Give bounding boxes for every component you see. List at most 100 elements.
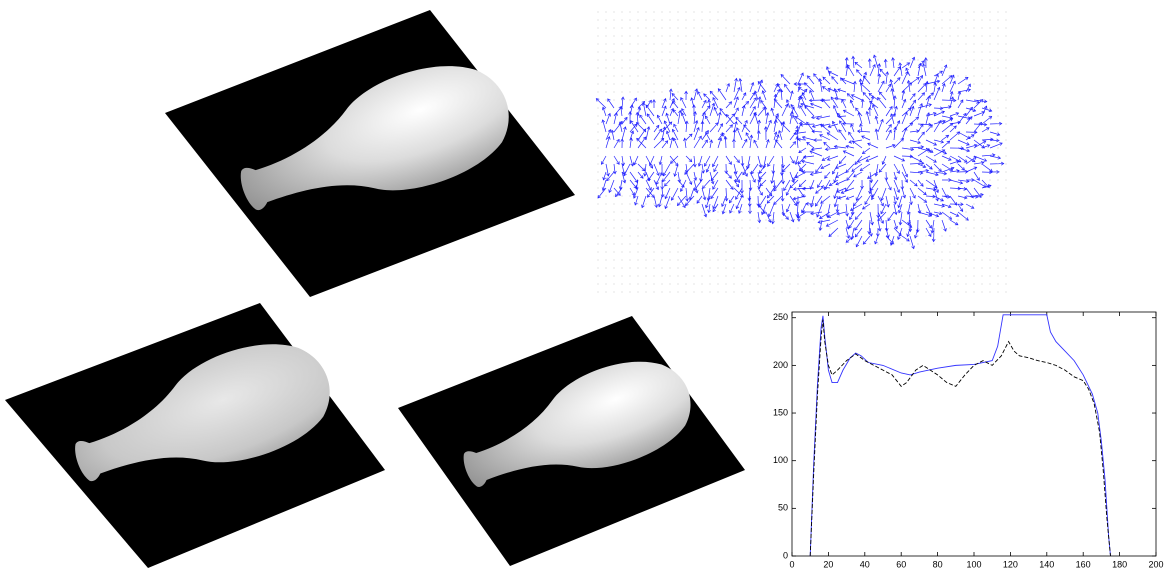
grid-dot — [622, 92, 623, 93]
grid-dot — [950, 260, 951, 261]
arrow — [918, 188, 926, 195]
grid-dot — [894, 12, 895, 13]
grid-dot — [622, 100, 623, 101]
grid-dot — [846, 236, 847, 237]
arrow — [751, 164, 758, 174]
grid-dot — [678, 212, 679, 213]
grid-dot — [1006, 204, 1007, 205]
grid-dot — [646, 212, 647, 213]
grid-dot — [926, 28, 927, 29]
grid-dot — [998, 116, 999, 117]
grid-dot — [982, 52, 983, 53]
grid-dot — [718, 292, 719, 293]
arrow — [758, 82, 766, 92]
grid-dot — [646, 220, 647, 221]
grid-dot — [998, 156, 999, 157]
grid-dot — [598, 260, 599, 261]
grid-dot — [990, 260, 991, 261]
grid-dot — [710, 28, 711, 29]
grid-dot — [862, 260, 863, 261]
grid-dot — [990, 236, 991, 237]
grid-dot — [790, 276, 791, 277]
grid-dot — [974, 244, 975, 245]
figure: 0501001502002500204060801001201401601802… — [0, 0, 1164, 571]
grid-dot — [662, 100, 663, 101]
grid-dot — [694, 212, 695, 213]
grid-dot — [790, 36, 791, 37]
grid-dot — [662, 244, 663, 245]
grid-dot — [998, 140, 999, 141]
grid-dot — [710, 220, 711, 221]
grid-dot — [790, 28, 791, 29]
grid-dot — [702, 292, 703, 293]
grid-dot — [598, 20, 599, 21]
grid-dot — [598, 164, 599, 165]
grid-dot — [990, 220, 991, 221]
grid-dot — [1006, 20, 1007, 21]
grid-dot — [718, 68, 719, 69]
grid-dot — [782, 52, 783, 53]
grid-dot — [750, 84, 751, 85]
grid-dot — [598, 140, 599, 141]
grid-dot — [750, 212, 751, 213]
grid-dot — [990, 196, 991, 197]
grid-dot — [726, 44, 727, 45]
arrow — [879, 164, 886, 172]
grid-dot — [982, 36, 983, 37]
grid-dot — [982, 236, 983, 237]
grid-dot — [678, 52, 679, 53]
grid-dot — [726, 52, 727, 53]
grid-dot — [862, 52, 863, 53]
grid-dot — [702, 220, 703, 221]
grid-dot — [830, 268, 831, 269]
arrow — [855, 62, 862, 68]
grid-dot — [782, 84, 783, 85]
grid-dot — [958, 292, 959, 293]
grid-dot — [758, 236, 759, 237]
grid-dot — [902, 12, 903, 13]
grid-dot — [726, 228, 727, 229]
arrow — [910, 117, 919, 124]
grid-dot — [598, 180, 599, 181]
grid-dot — [934, 44, 935, 45]
arrow — [958, 77, 968, 84]
grid-dot — [750, 284, 751, 285]
grid-dot — [1006, 124, 1007, 125]
grid-dot — [790, 268, 791, 269]
grid-dot — [814, 28, 815, 29]
grid-dot — [702, 44, 703, 45]
grid-dot — [918, 28, 919, 29]
grid-dot — [870, 244, 871, 245]
grid-dot — [790, 284, 791, 285]
arrow — [671, 188, 678, 200]
grid-dot — [598, 212, 599, 213]
grid-dot — [830, 12, 831, 13]
grid-dot — [646, 260, 647, 261]
grid-dot — [1006, 68, 1007, 69]
y-tick-label: 150 — [773, 407, 788, 417]
grid-dot — [598, 188, 599, 189]
grid-dot — [702, 92, 703, 93]
arrow — [910, 163, 924, 164]
grid-dot — [982, 20, 983, 21]
grid-dot — [958, 268, 959, 269]
grid-dot — [766, 28, 767, 29]
grid-dot — [942, 252, 943, 253]
grid-dot — [670, 276, 671, 277]
grid-dot — [966, 284, 967, 285]
grid-dot — [742, 212, 743, 213]
grid-dot — [750, 228, 751, 229]
grid-dot — [678, 252, 679, 253]
grid-dot — [686, 60, 687, 61]
grid-dot — [838, 28, 839, 29]
grid-dot — [990, 204, 991, 205]
grid-dot — [654, 212, 655, 213]
grid-dot — [638, 36, 639, 37]
grid-dot — [670, 220, 671, 221]
grid-dot — [990, 20, 991, 21]
grid-dot — [710, 260, 711, 261]
grid-dot — [598, 268, 599, 269]
arrow — [827, 133, 838, 140]
arrow — [817, 204, 822, 217]
grid-dot — [758, 60, 759, 61]
